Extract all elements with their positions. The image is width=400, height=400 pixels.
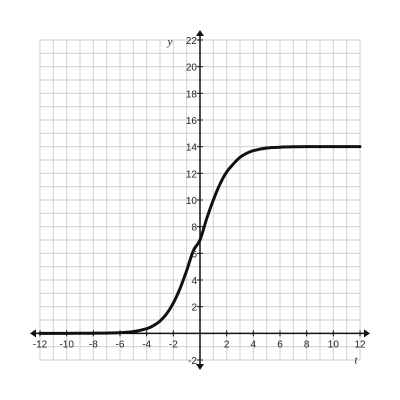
x-axis-label: t: [354, 354, 358, 366]
x-tick-label: 2: [224, 339, 230, 350]
x-tick-label: 4: [251, 339, 257, 350]
x-tick-label: -6: [116, 339, 125, 350]
x-tick-label: 8: [304, 339, 310, 350]
y-tick-label: 16: [186, 116, 198, 127]
x-tick-label: -8: [89, 339, 98, 350]
x-axis-arrow-left: [30, 329, 36, 338]
x-tick-label: -2: [169, 339, 178, 350]
y-tick-label: 14: [186, 143, 198, 154]
y-tick-label: 18: [186, 89, 198, 100]
y-tick-label: 22: [186, 36, 198, 47]
y-tick-label: -2: [188, 356, 197, 367]
y-axis-label: y: [167, 36, 173, 48]
y-tick-label: 10: [186, 196, 198, 207]
y-tick-label: 8: [191, 223, 197, 234]
x-tick-label: 10: [328, 339, 340, 350]
x-tick-label: -12: [33, 339, 48, 350]
y-tick-label: 2: [191, 303, 197, 314]
tick-marks: [39, 39, 361, 361]
y-tick-label: 4: [191, 276, 197, 287]
y-tick-label: 20: [186, 63, 198, 74]
x-tick-label: -4: [142, 339, 151, 350]
y-axis-arrow-down: [196, 364, 204, 370]
y-tick-label: 12: [186, 169, 198, 180]
y-tick-label: 6: [191, 249, 197, 260]
x-tick-label: 12: [354, 339, 366, 350]
series-line: [38, 145, 362, 335]
x-tick-label: -10: [59, 339, 74, 350]
x-tick-label: 6: [277, 339, 283, 350]
tick-labels: -12 -10 -8 -6 -4 -2 2 4 6 8 10 12 -2 2 4 6 8 10 12 14 16 18 20…: [33, 36, 366, 367]
x-axis-arrow-right: [364, 329, 370, 338]
y-axis-arrow-up: [196, 30, 204, 36]
